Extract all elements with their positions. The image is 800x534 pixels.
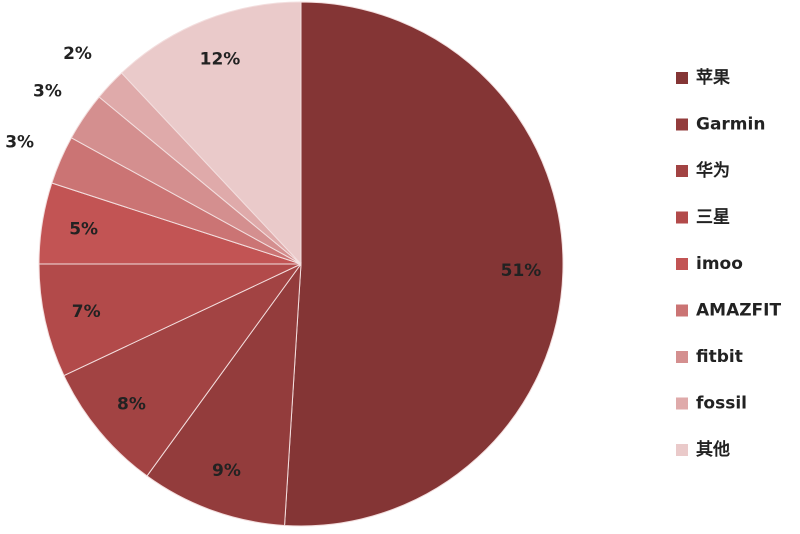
- pie-slice: [284, 1, 564, 527]
- legend-swatch: [676, 118, 688, 131]
- legend-label: fossil: [696, 394, 747, 414]
- legend-label: imoo: [696, 254, 743, 274]
- data-label: 2%: [63, 44, 92, 64]
- legend-swatch: [676, 351, 688, 363]
- legend-swatch: [676, 211, 688, 224]
- legend-swatch: [676, 72, 688, 84]
- legend-label: Garmin: [696, 115, 765, 135]
- pie-slice: [63, 263, 302, 477]
- legend-swatch: [676, 397, 688, 410]
- legend-label: 其他: [696, 439, 730, 460]
- pie-slice: [38, 263, 302, 377]
- data-label: 12%: [200, 49, 241, 69]
- data-label: 8%: [117, 394, 146, 414]
- legend-label: AMAZFIT: [696, 301, 781, 321]
- legend-swatch: [676, 258, 688, 270]
- data-label: 9%: [212, 461, 241, 481]
- data-label: 3%: [5, 132, 34, 152]
- legend-label: 三星: [696, 208, 730, 228]
- data-label: 7%: [72, 302, 101, 322]
- pie-slice: [146, 262, 302, 527]
- legend-swatch: [676, 165, 688, 177]
- legend-label: fitbit: [696, 347, 743, 367]
- data-label: 3%: [33, 82, 62, 102]
- data-label: 5%: [69, 220, 98, 240]
- legend-label: 苹果: [696, 67, 730, 88]
- pie-slice: [120, 1, 302, 266]
- legend-swatch: [676, 444, 688, 456]
- data-label: 51%: [501, 261, 542, 281]
- legend-swatch: [676, 304, 688, 317]
- legend-label: 华为: [696, 160, 730, 181]
